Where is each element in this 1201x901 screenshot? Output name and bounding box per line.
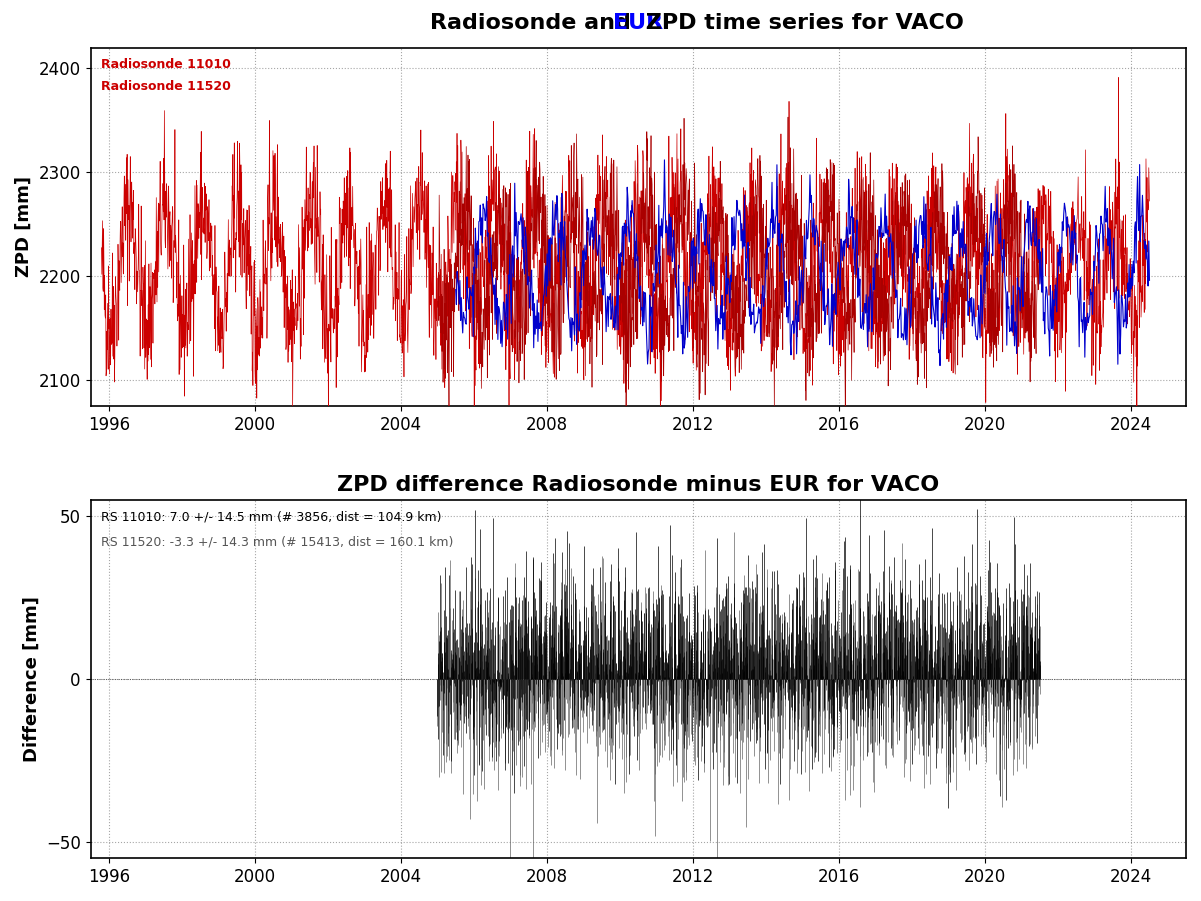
Text: RS 11010: 7.0 +/- 14.5 mm (# 3856, dist = 104.9 km): RS 11010: 7.0 +/- 14.5 mm (# 3856, dist … <box>101 511 442 523</box>
Text: RS 11520: -3.3 +/- 14.3 mm (# 15413, dist = 160.1 km): RS 11520: -3.3 +/- 14.3 mm (# 15413, dis… <box>101 536 454 549</box>
Text: ZPD time series for VACO: ZPD time series for VACO <box>638 14 964 33</box>
Text: Radiosonde and: Radiosonde and <box>430 14 638 33</box>
Text: Radiosonde 11520: Radiosonde 11520 <box>101 80 232 93</box>
Y-axis label: ZPD [mm]: ZPD [mm] <box>14 177 32 278</box>
Text: Radiosonde 11010: Radiosonde 11010 <box>101 59 232 71</box>
Text: EUR: EUR <box>614 14 663 33</box>
Y-axis label: Difference [mm]: Difference [mm] <box>23 596 41 762</box>
Title: ZPD difference Radiosonde minus EUR for VACO: ZPD difference Radiosonde minus EUR for … <box>337 476 939 496</box>
